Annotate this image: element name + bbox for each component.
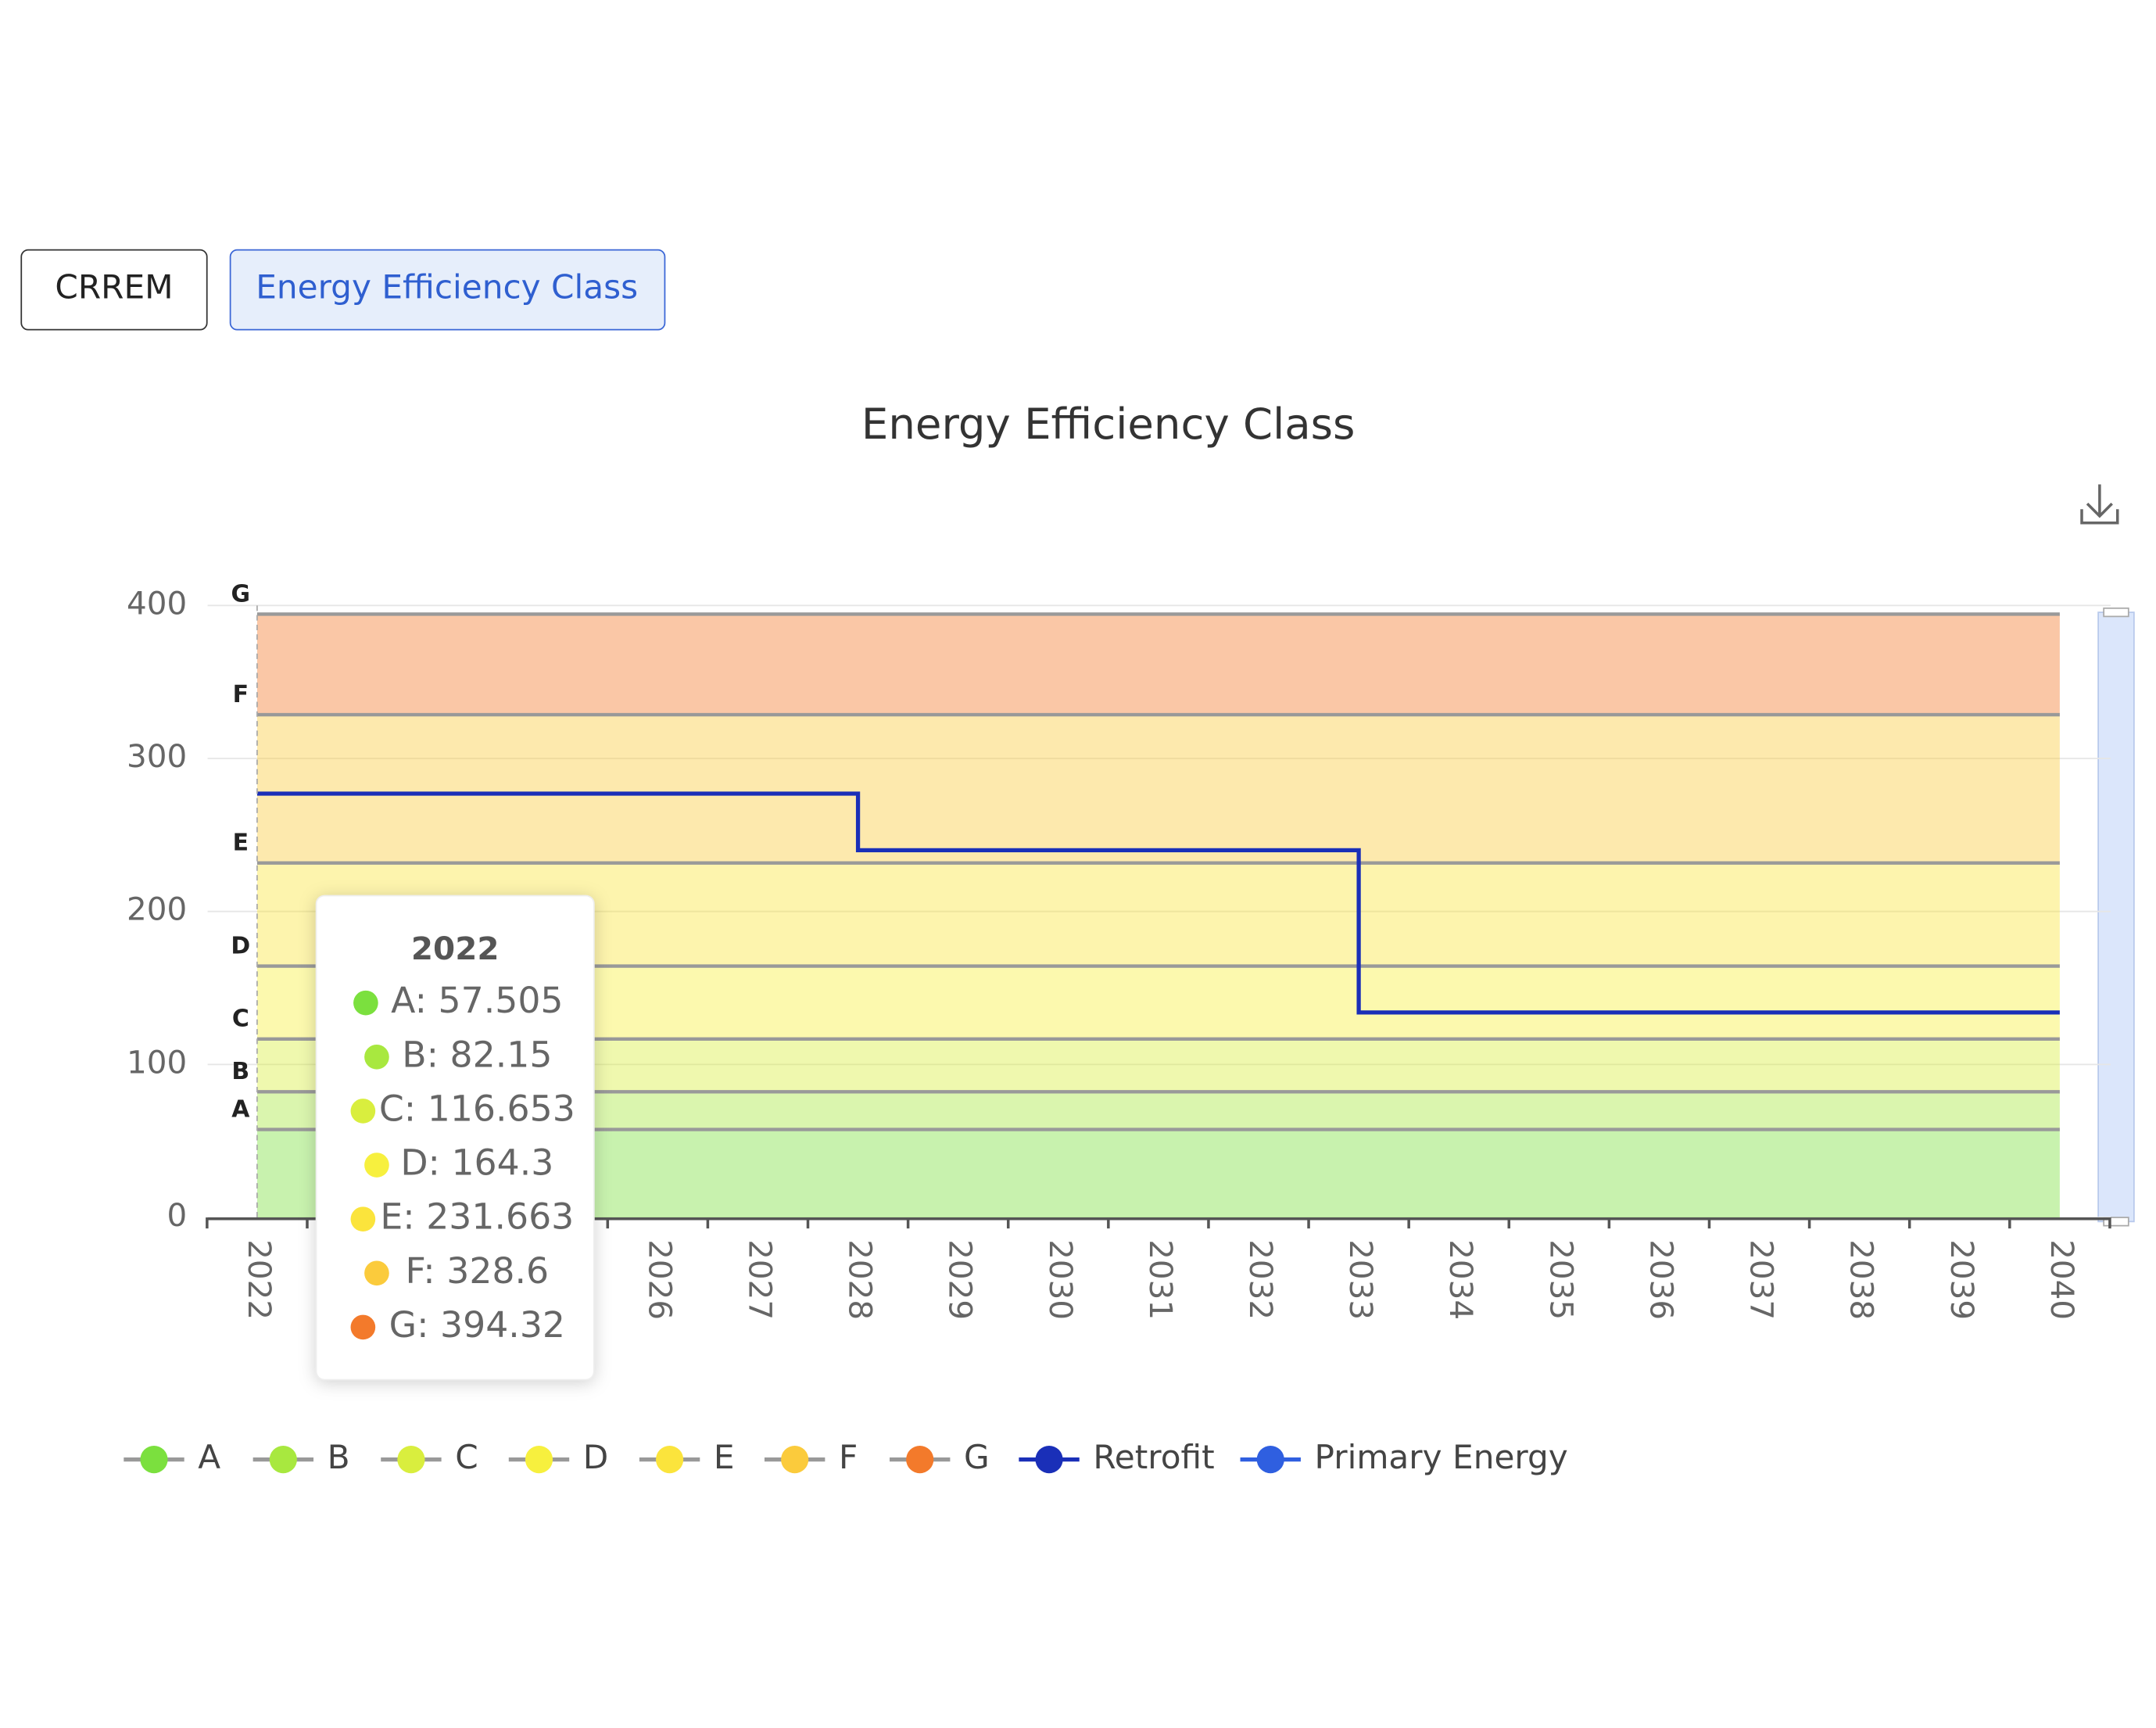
y-tick-label: 400 <box>127 584 187 622</box>
class-band <box>256 1129 2060 1218</box>
legend-item[interactable]: G <box>890 1438 990 1476</box>
crrem-button[interactable] <box>20 249 208 331</box>
class-label: B <box>231 1058 249 1085</box>
x-tick-label: 2026 <box>641 1239 679 1320</box>
crrem-button-label[interactable]: CRREM <box>55 267 173 306</box>
legend-marker <box>906 1446 934 1474</box>
y-tick-label: 200 <box>127 891 187 928</box>
tooltip-row: A: 57.505 <box>391 980 563 1021</box>
legend-label: Primary Energy <box>1315 1438 1568 1476</box>
chart-title: Energy Efficiency Class <box>861 399 1356 449</box>
tooltip-marker <box>350 1099 376 1124</box>
tooltip-marker <box>353 990 378 1016</box>
tooltip-row: C: 116.653 <box>379 1088 575 1129</box>
tooltip-row: G: 394.32 <box>389 1304 565 1346</box>
tooltip-marker <box>350 1206 376 1231</box>
legend-label: A <box>198 1438 220 1476</box>
legend-marker <box>781 1446 809 1474</box>
class-label: G <box>231 580 251 608</box>
tooltip-row: F: 328.6 <box>406 1250 550 1292</box>
x-tick-label: 2031 <box>1142 1239 1180 1320</box>
step-line <box>256 791 2060 1015</box>
x-tick-label: 2028 <box>842 1239 879 1320</box>
class-band <box>256 614 2060 715</box>
class-label: F <box>233 681 249 708</box>
download-icon[interactable] <box>2080 484 2119 525</box>
legend-marker <box>269 1446 297 1474</box>
class-band <box>256 966 2060 1039</box>
legend-label: B <box>328 1438 350 1476</box>
y-tick-label: 100 <box>127 1043 187 1081</box>
legend-label: Retrofit <box>1093 1438 1214 1476</box>
legend-item[interactable]: B <box>252 1438 350 1476</box>
tooltip-title: 2022 <box>411 930 500 967</box>
y-tick-label: 300 <box>127 737 187 775</box>
legend-item[interactable]: Retrofit <box>1019 1438 1215 1476</box>
legend-label: D <box>583 1438 609 1476</box>
tooltip-marker <box>364 1153 389 1178</box>
tooltip-row: D: 164.3 <box>400 1142 553 1184</box>
class-band <box>256 715 2060 863</box>
class-label: D <box>231 932 250 959</box>
legend-marker <box>1256 1446 1284 1474</box>
legend-item[interactable]: Primary Energy <box>1240 1438 1568 1476</box>
tooltip-row: B: 82.15 <box>402 1034 552 1075</box>
x-tick-label: 2034 <box>1442 1239 1480 1320</box>
x-tick-label: 2036 <box>1642 1239 1680 1320</box>
tooltip: 2022 A: 57.505 B: 82.15 C: 116.653 D: 164.3 E… <box>315 894 595 1381</box>
legend-item[interactable]: C <box>381 1438 478 1476</box>
x-tick-label: 2029 <box>942 1239 980 1320</box>
class-label: E <box>233 830 249 857</box>
legend-marker <box>525 1446 553 1474</box>
class-label: C <box>232 1006 249 1033</box>
legend-label: E <box>714 1438 735 1476</box>
x-tick-label: 2039 <box>1943 1239 1981 1320</box>
legend-label: G <box>964 1438 990 1476</box>
y-tick-label: 0 <box>167 1196 187 1234</box>
eec-button-label[interactable]: Energy Efficiency Class <box>256 267 638 306</box>
x-tick-label: 2032 <box>1242 1239 1280 1320</box>
legend-item[interactable]: A <box>124 1438 220 1476</box>
legend-item[interactable]: F <box>764 1438 858 1476</box>
legend-marker <box>1035 1446 1063 1474</box>
x-tick-label: 2037 <box>1743 1239 1781 1320</box>
legend-marker <box>656 1446 684 1474</box>
legend-item[interactable]: E <box>639 1438 735 1476</box>
class-band <box>256 862 2060 966</box>
tooltip-row: E: 231.663 <box>380 1196 574 1238</box>
legend-label: F <box>839 1438 858 1476</box>
eec-button[interactable] <box>229 249 666 331</box>
x-tick-label: 2022 <box>241 1239 278 1320</box>
x-tick-label: 2027 <box>741 1239 779 1320</box>
x-tick-label: 2038 <box>1843 1239 1881 1320</box>
tooltip-marker <box>350 1314 376 1340</box>
legend-marker <box>140 1446 168 1474</box>
legend-label: C <box>455 1438 478 1476</box>
tooltip-marker <box>364 1044 389 1070</box>
class-band <box>256 1038 2060 1092</box>
data-zoom[interactable] <box>2097 607 2135 1227</box>
tooltip-marker <box>364 1260 389 1286</box>
class-band <box>256 1092 2060 1130</box>
tooltip-box <box>315 894 595 1381</box>
legend-item[interactable]: D <box>508 1438 609 1476</box>
x-tick-label: 2035 <box>1542 1239 1580 1320</box>
x-tick-label: 2040 <box>2043 1239 2081 1320</box>
class-label: A <box>231 1095 249 1123</box>
x-tick-label: 2033 <box>1342 1239 1380 1320</box>
legend-marker <box>397 1446 425 1474</box>
x-tick-label: 2030 <box>1042 1239 1080 1320</box>
